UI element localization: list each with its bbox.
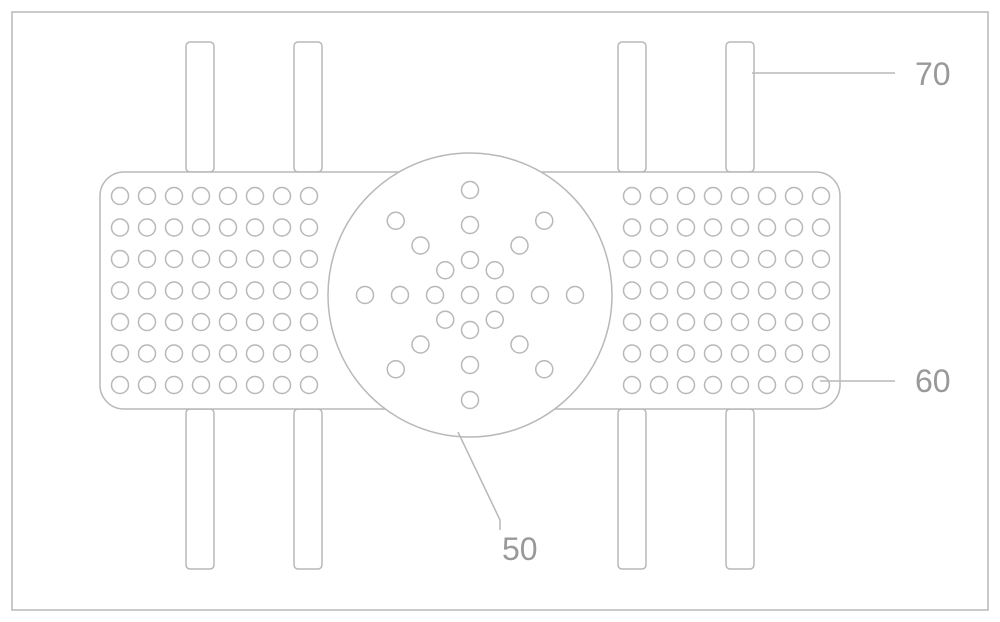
strap-top-3 bbox=[726, 42, 754, 172]
strap-top-2 bbox=[618, 42, 646, 172]
center-circle bbox=[328, 153, 612, 437]
technical-diagram: 70 60 50 bbox=[0, 0, 1000, 622]
strap-bottom-2 bbox=[618, 409, 646, 569]
strap-bottom-0 bbox=[186, 409, 214, 569]
label-60: 60 bbox=[915, 363, 951, 399]
strap-top-0 bbox=[186, 42, 214, 172]
label-70: 70 bbox=[915, 56, 951, 92]
strap-bottom-1 bbox=[294, 409, 322, 569]
strap-top-1 bbox=[294, 42, 322, 172]
label-50: 50 bbox=[502, 531, 538, 567]
leader-50 bbox=[458, 432, 500, 530]
strap-bottom-3 bbox=[726, 409, 754, 569]
